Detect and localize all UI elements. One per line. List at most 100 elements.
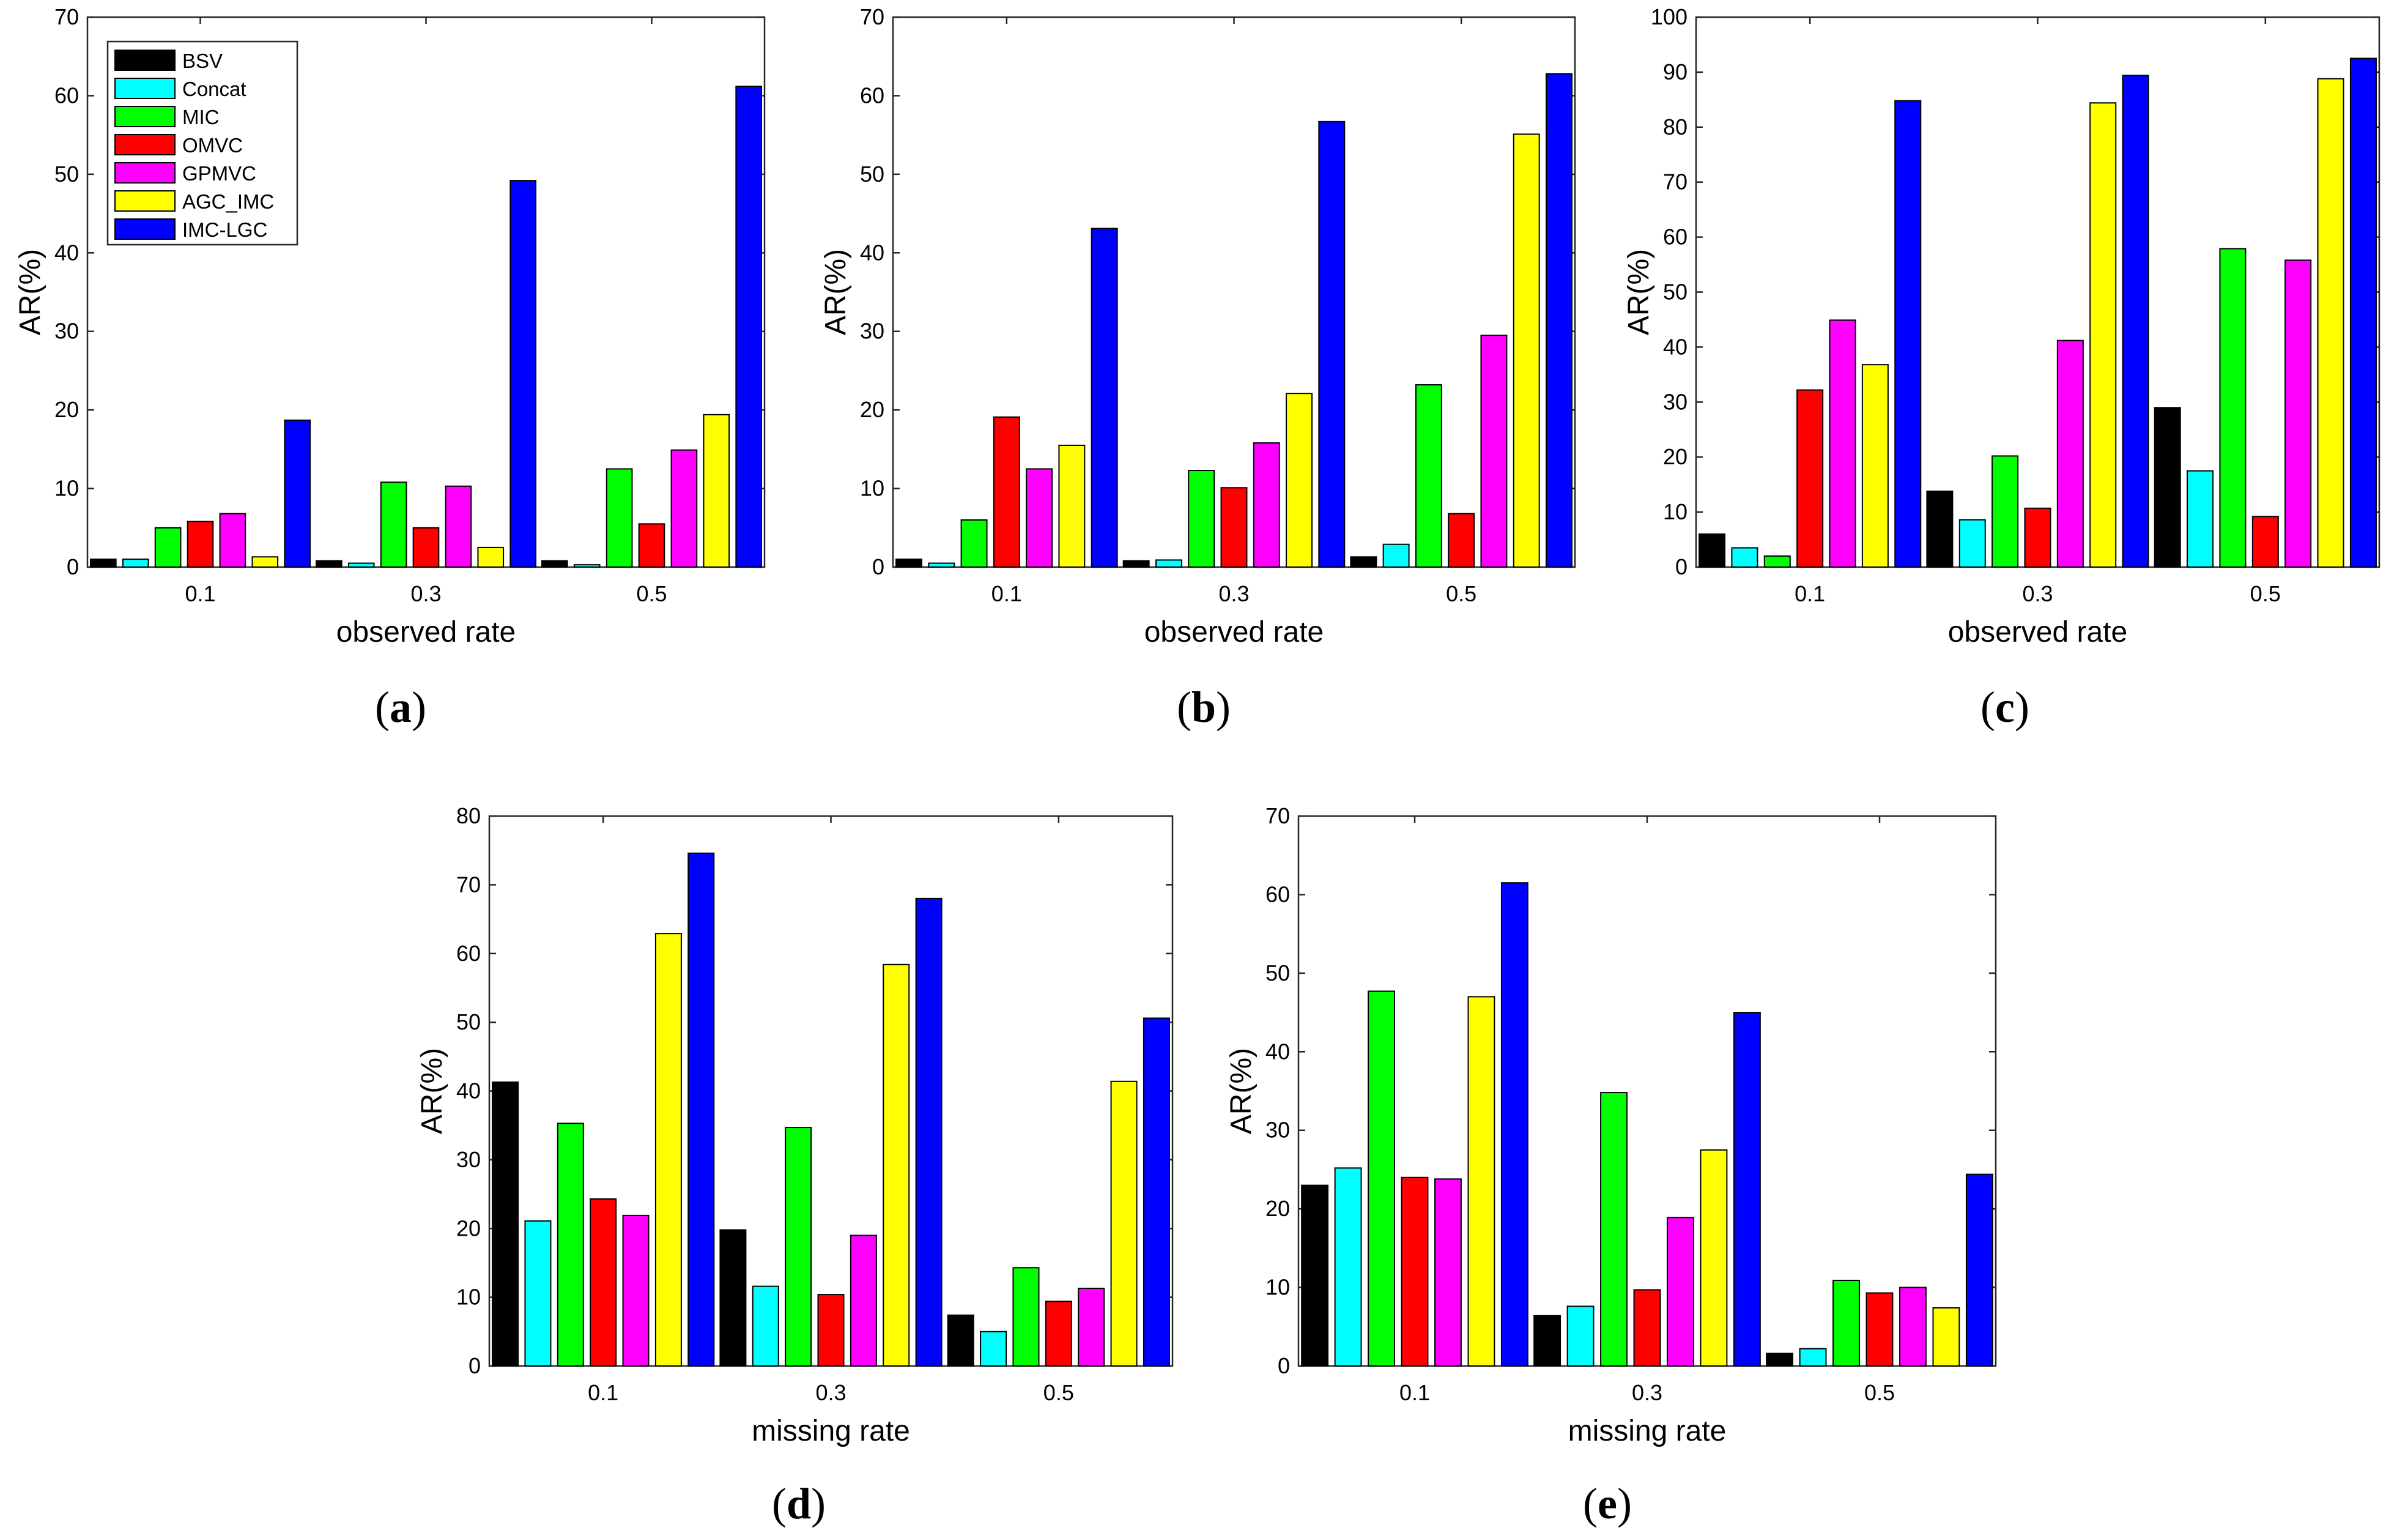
bar-mic-0_5	[1832, 1280, 1860, 1367]
y-tick-label: 30	[456, 1147, 481, 1172]
y-tick-label: 70	[1663, 169, 1687, 195]
legend-swatch	[114, 106, 176, 127]
bar-agc-imc-0_1	[1058, 444, 1086, 568]
y-tick-label: 90	[1663, 59, 1687, 84]
y-tick-label: 20	[860, 397, 884, 422]
y-tick-label: 70	[54, 4, 79, 29]
bar-concat-0_3	[1566, 1305, 1595, 1367]
y-tick-label: 20	[456, 1216, 481, 1241]
bar-bsv-0_5	[2154, 407, 2181, 568]
bar-gpmvc-0_1	[1434, 1178, 1462, 1367]
y-tick-label: 70	[860, 4, 884, 29]
bar-gpmvc-0_1	[1026, 468, 1053, 568]
x-tick-label: 0.1	[1399, 1380, 1430, 1405]
bar-imc-lgc-0_3	[1318, 121, 1346, 568]
y-tick-label: 60	[1265, 882, 1290, 907]
bar-imc-lgc-0_3	[1733, 1012, 1761, 1367]
chart-panel-c: 0 10 20 30 40 50 60 70 80 90 100 0.1 0.3 0.5 observed …	[1623, 4, 2380, 732]
x-tick-label: 0.5	[1446, 581, 1476, 606]
y-tick-label: 60	[456, 941, 481, 966]
bar-agc-imc-0_3	[1700, 1149, 1728, 1367]
bar-imc-lgc-0_5	[735, 86, 762, 568]
bar-imc-lgc-0_3	[915, 897, 943, 1367]
legend-label: GPMVC	[182, 162, 256, 185]
bar-omvc-0_5	[1045, 1301, 1072, 1367]
bar-bsv-0_1	[90, 559, 117, 568]
bar-bsv-0_3	[1122, 560, 1150, 568]
x-axis-title: missing rate	[752, 1415, 910, 1447]
y-tick-label: 50	[54, 161, 79, 187]
y-tick-label: 50	[1663, 280, 1687, 305]
bar-mic-0_5	[606, 468, 633, 568]
x-tick-label: 0.1	[1795, 581, 1825, 606]
y-tick-label: 10	[456, 1285, 481, 1310]
bar-gpmvc-0_3	[445, 485, 472, 568]
bar-mic-0_3	[785, 1127, 812, 1367]
y-tick-label: 60	[860, 83, 884, 108]
bar-mic-0_3	[1600, 1092, 1628, 1367]
bar-omvc-0_1	[993, 416, 1020, 568]
bar-omvc-0_5	[1865, 1292, 1894, 1367]
x-tick-label: 0.3	[815, 1380, 846, 1405]
bar-gpmvc-0_5	[1480, 335, 1508, 568]
bar-bsv-0_5	[1766, 1353, 1794, 1367]
bar-omvc-0_3	[2024, 507, 2051, 568]
bar-bsv-0_1	[1699, 533, 1726, 568]
bar-mic-0_1	[960, 519, 988, 568]
bar-imc-lgc-0_5	[1546, 73, 1573, 568]
bar-mic-0_5	[1415, 384, 1442, 568]
x-axis-title: missing rate	[1568, 1415, 1727, 1447]
bar-gpmvc-0_1	[1829, 319, 1856, 568]
y-axis-title: AR(%)	[14, 249, 46, 335]
bar-imc-lgc-0_1	[284, 419, 311, 568]
y-tick-label: 20	[54, 397, 79, 422]
y-tick-label: 40	[1265, 1039, 1290, 1064]
y-axis-title: AR(%)	[416, 1048, 448, 1134]
y-tick-label: 30	[54, 319, 79, 344]
x-tick-label: 0.5	[2250, 581, 2281, 606]
legend-label: BSV	[182, 50, 223, 72]
x-tick-label: 0.1	[588, 1380, 618, 1405]
bar-omvc-0_5	[1448, 513, 1475, 568]
y-tick-label: 60	[54, 83, 79, 108]
bar-agc-imc-0_3	[1286, 393, 1313, 568]
bar-agc-imc-0_5	[703, 414, 730, 568]
bar-bsv-0_5	[1350, 556, 1377, 568]
bar-concat-0_1	[1731, 547, 1758, 568]
bar-omvc-0_3	[1633, 1289, 1661, 1367]
x-axis-title: observed rate	[336, 616, 516, 648]
y-tick-label: 30	[1663, 389, 1687, 414]
bar-agc-imc-0_3	[477, 546, 505, 568]
bar-omvc-0_3	[817, 1294, 845, 1367]
bar-imc-lgc-0_1	[1500, 882, 1528, 1367]
bar-concat-0_3	[752, 1285, 779, 1367]
bar-mic-0_1	[1368, 990, 1395, 1367]
legend-label: MIC	[182, 106, 220, 128]
bar-bsv-0_1	[895, 559, 922, 568]
y-tick-label: 40	[54, 240, 79, 265]
chart-panel-e: 0 10 20 30 40 50 60 70 0.1 0.3 0.5 missing rate AR(%…	[1225, 803, 1997, 1528]
bar-bsv-0_5	[541, 560, 568, 568]
bar-mic-0_1	[1763, 555, 1791, 568]
bar-agc-imc-0_5	[1932, 1307, 1960, 1367]
chart-panel-a: 0 10 20 30 40 50 60 70 0.1 0.3 0.5 observed rate AR(…	[14, 4, 766, 732]
bar-imc-lgc-0_1	[1894, 100, 1922, 568]
y-tick-label: 40	[1663, 334, 1687, 359]
bar-concat-0_5	[980, 1331, 1007, 1367]
y-tick-label: 30	[1265, 1118, 1290, 1143]
y-tick-label: 50	[860, 161, 884, 187]
panel-label: (b)	[1177, 683, 1231, 732]
y-tick-label: 30	[860, 319, 884, 344]
y-axis-title: AR(%)	[1225, 1048, 1258, 1134]
bar-bsv-0_1	[492, 1081, 519, 1367]
bar-gpmvc-0_5	[1078, 1288, 1105, 1367]
bar-concat-0_3	[1958, 519, 1986, 568]
x-tick-label: 0.3	[410, 581, 441, 606]
bar-gpmvc-0_3	[1253, 442, 1280, 568]
y-tick-label: 80	[1663, 114, 1687, 139]
y-tick-label: 20	[1265, 1196, 1290, 1221]
y-tick-label: 0	[67, 554, 79, 579]
bar-concat-0_5	[2187, 470, 2214, 568]
bar-agc-imc-0_5	[1110, 1080, 1138, 1367]
x-axis-title: observed rate	[1948, 616, 2128, 648]
